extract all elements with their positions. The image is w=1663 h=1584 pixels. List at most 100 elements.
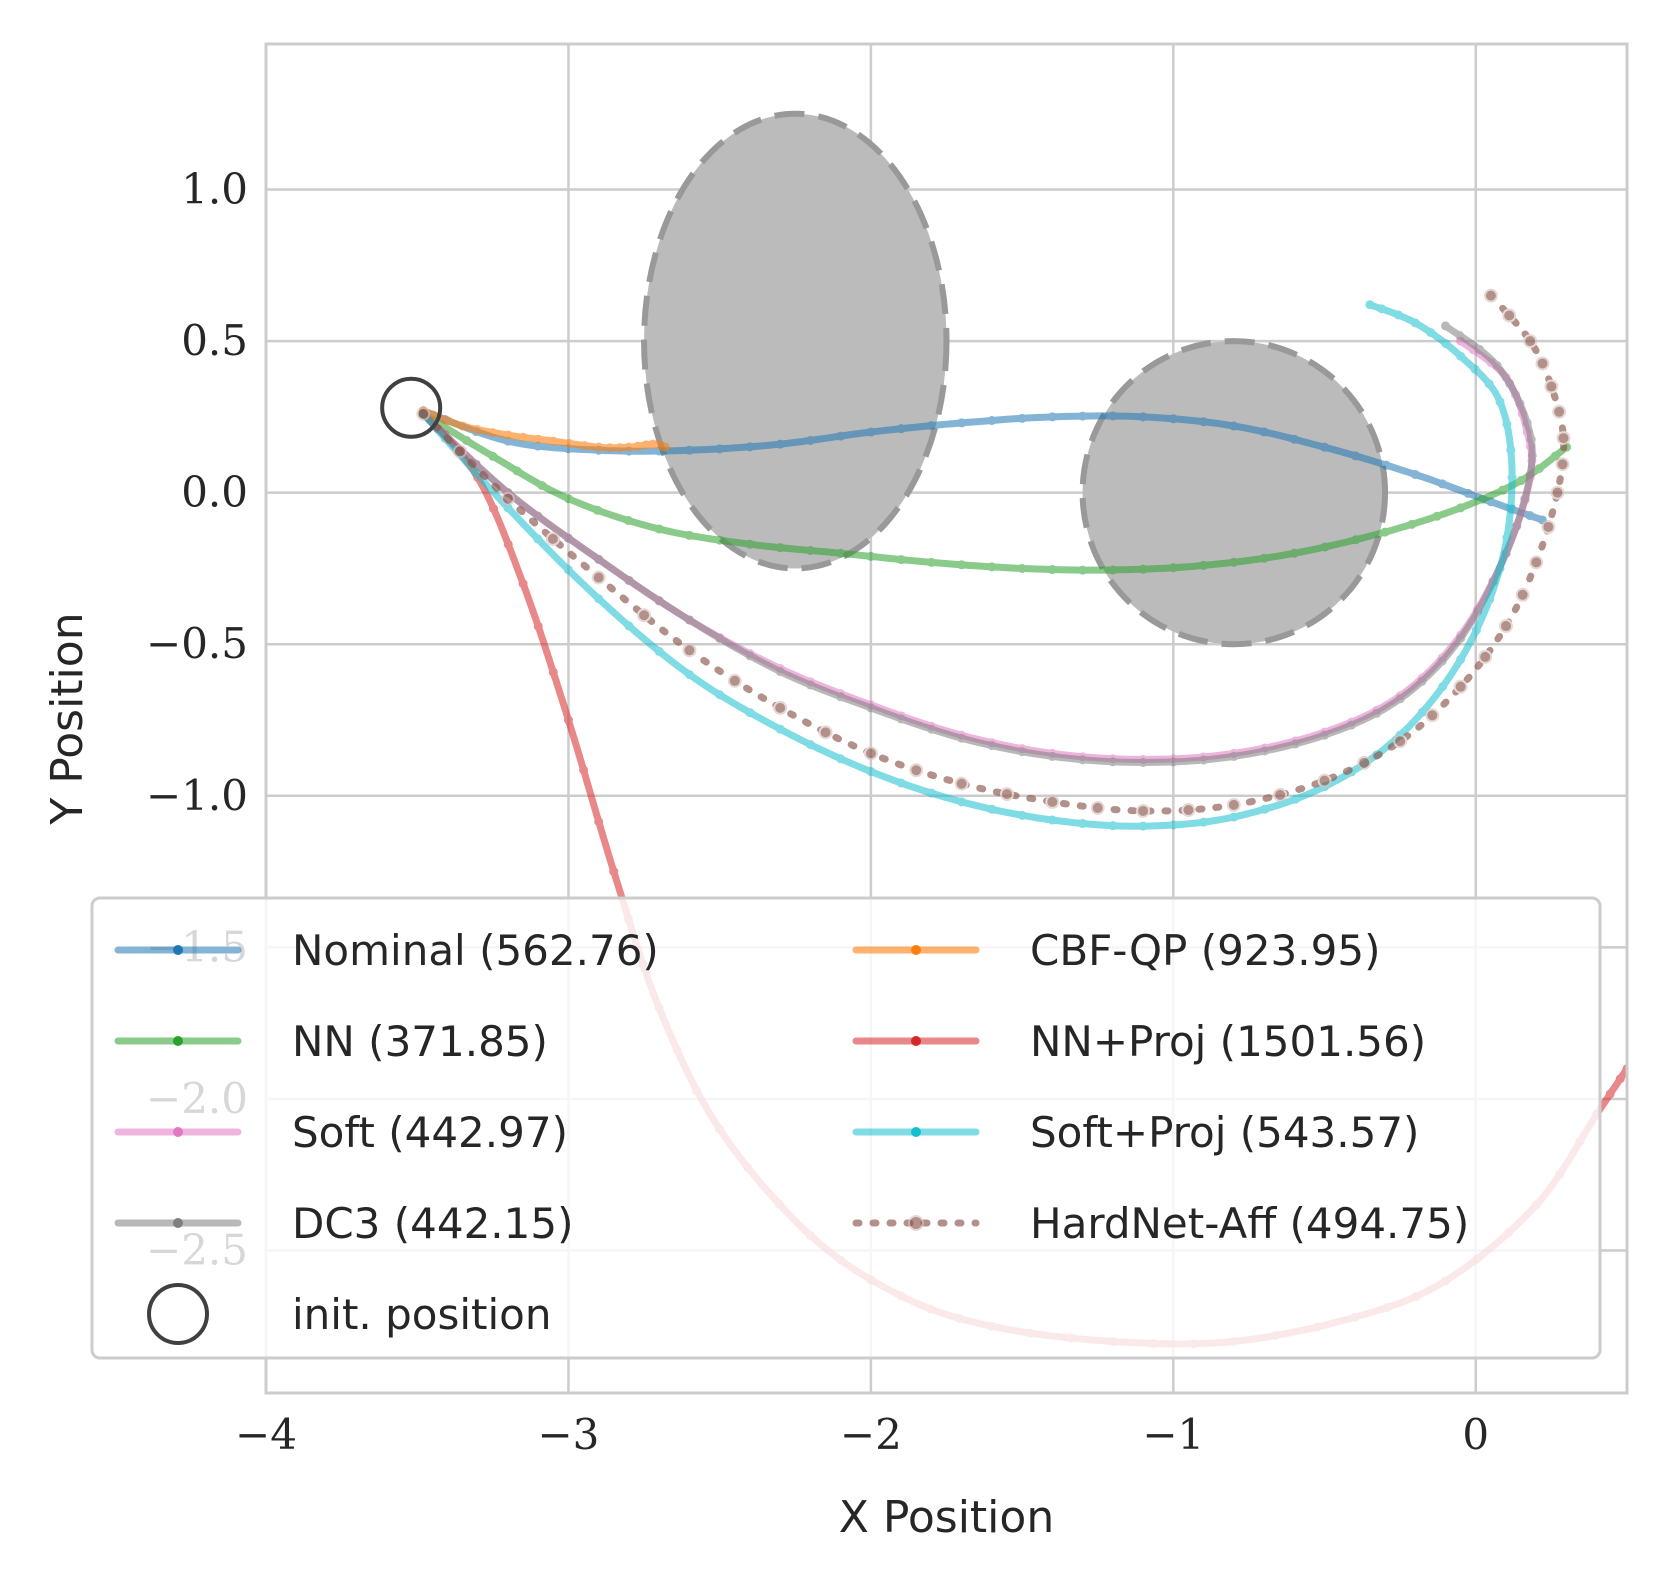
series-marker: [1229, 751, 1239, 761]
series-marker: [1346, 720, 1356, 730]
legend-entry: CBF-QP (923.95): [852, 926, 1380, 975]
series-marker: [1529, 555, 1544, 570]
series-marker: [684, 615, 694, 625]
series-marker: [1555, 457, 1570, 472]
series-marker: [1425, 708, 1440, 723]
series-marker: [1229, 421, 1239, 431]
series-marker: [896, 424, 906, 434]
series-marker: [1456, 351, 1466, 361]
series-marker: [563, 565, 573, 575]
series-marker: [775, 543, 785, 553]
series-marker: [1492, 360, 1502, 370]
series-marker: [1506, 445, 1516, 455]
series-marker: [682, 643, 697, 658]
series-marker: [1534, 464, 1544, 474]
series-marker: [533, 434, 543, 444]
series-marker: [1502, 533, 1512, 543]
series-marker: [715, 535, 725, 545]
series-marker: [1456, 633, 1466, 643]
series-marker: [503, 539, 513, 549]
series-marker: [471, 468, 481, 478]
series-marker: [1393, 734, 1408, 749]
series-marker: [1260, 746, 1270, 756]
series-marker: [615, 443, 625, 453]
series-marker: [1168, 820, 1178, 830]
series-marker: [443, 416, 453, 426]
series-marker: [1365, 300, 1375, 310]
series-marker: [1473, 606, 1483, 616]
series-marker: [1260, 804, 1270, 814]
series-marker: [1499, 619, 1514, 634]
series-marker: [1550, 485, 1565, 500]
series-marker: [909, 763, 924, 778]
series-marker: [1483, 288, 1498, 303]
legend-label: Soft (442.97): [292, 1108, 568, 1157]
series-marker: [503, 503, 513, 513]
legend-label: Soft+Proj (543.57): [1030, 1108, 1419, 1157]
series-marker: [503, 430, 513, 440]
legend-entry: Soft+Proj (543.57): [852, 1108, 1419, 1157]
obstacle-1: [1079, 338, 1389, 648]
series-marker: [1047, 815, 1057, 825]
series-marker: [580, 441, 590, 451]
series-marker: [624, 575, 634, 585]
series-marker: [773, 700, 788, 715]
series-marker: [1520, 493, 1530, 503]
legend-label: init. position: [292, 1290, 552, 1339]
series-marker: [987, 415, 997, 425]
series-marker: [1522, 418, 1532, 428]
series-marker: [1381, 460, 1391, 470]
series-marker: [1377, 304, 1387, 314]
legend-box: [90, 896, 1602, 1360]
series-marker: [654, 646, 664, 656]
series-marker: [579, 765, 589, 775]
series-marker: [518, 579, 528, 589]
series-marker: [1471, 625, 1481, 635]
series-marker: [987, 562, 997, 572]
series-marker: [836, 431, 846, 441]
series-marker: [563, 494, 573, 504]
y-tick-label: 0.5: [181, 316, 248, 365]
legend-swatch-marker: [173, 1036, 183, 1046]
y-tick-label: −0.5: [146, 619, 248, 668]
series-marker: [866, 551, 876, 561]
series-marker: [593, 505, 603, 515]
series-marker: [1605, 1089, 1615, 1099]
series-marker: [488, 451, 498, 461]
legend-entry-init: init. position: [147, 1283, 552, 1345]
legend-entry: Soft (442.97): [114, 1108, 568, 1157]
series-marker: [1047, 751, 1057, 761]
series-marker: [684, 670, 694, 680]
series-marker: [1199, 560, 1209, 570]
series-marker: [1320, 542, 1330, 552]
series-marker: [1426, 327, 1436, 337]
series-marker: [1108, 821, 1118, 831]
series-marker: [1438, 682, 1448, 692]
series-marker: [563, 533, 573, 543]
obstacle-0: [641, 110, 950, 572]
series-marker: [594, 594, 604, 604]
series-marker: [1090, 800, 1105, 815]
series-marker: [745, 651, 755, 661]
series-marker: [594, 442, 604, 452]
series-marker: [805, 740, 815, 750]
series-marker: [745, 442, 755, 452]
series-marker: [926, 557, 936, 567]
series-marker: [775, 667, 785, 677]
series-marker: [1017, 747, 1027, 757]
series-marker: [1290, 794, 1300, 804]
series-marker: [660, 442, 670, 452]
series-marker: [1320, 730, 1330, 740]
series-marker: [1410, 318, 1420, 328]
series-marker: [609, 867, 619, 877]
series-marker: [1417, 707, 1427, 717]
series-marker: [1108, 411, 1118, 421]
series-marker: [715, 444, 725, 454]
series-marker: [564, 438, 574, 448]
series-marker: [805, 545, 815, 555]
series-marker: [1289, 434, 1299, 444]
series-marker: [1380, 527, 1390, 537]
series-marker: [533, 534, 543, 544]
series-marker: [488, 427, 498, 437]
x-tick-label: −1: [1142, 1410, 1204, 1459]
